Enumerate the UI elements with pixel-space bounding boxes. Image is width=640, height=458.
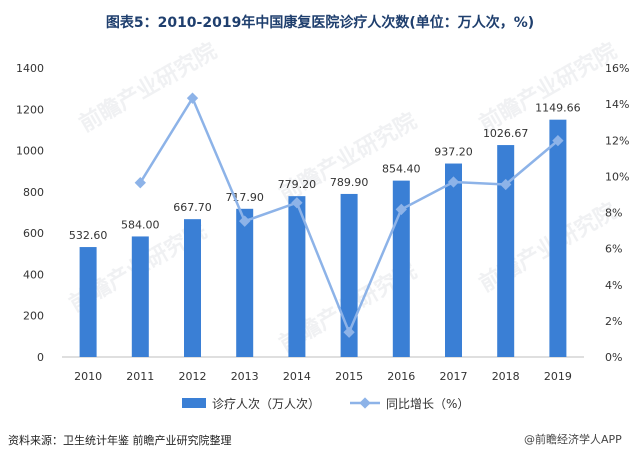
y-tick-label-left: 1200 bbox=[16, 103, 44, 116]
legend-label-bar: 诊疗人次（万人次） bbox=[212, 397, 320, 411]
y-tick-label-left: 800 bbox=[23, 186, 44, 199]
y-tick-label-left: 0 bbox=[37, 351, 44, 364]
y-tick-label-left: 1400 bbox=[16, 62, 44, 75]
x-tick-label: 2017 bbox=[440, 370, 468, 383]
growth-point bbox=[239, 215, 251, 227]
y-tick-label-right: 0% bbox=[605, 351, 622, 364]
legend-label-line: 同比增长（%） bbox=[386, 397, 469, 411]
bar-data-label: 717.90 bbox=[225, 191, 264, 204]
y-tick-label-right: 14% bbox=[605, 98, 629, 111]
bar bbox=[184, 219, 201, 357]
growth-point bbox=[186, 92, 199, 104]
x-tick-label: 2010 bbox=[74, 370, 102, 383]
bar-data-label: 937.20 bbox=[434, 146, 473, 159]
bar bbox=[392, 180, 410, 357]
bar-data-label: 667.70 bbox=[173, 201, 212, 214]
y-tick-label-right: 2% bbox=[605, 315, 622, 328]
y-tick-label-right: 16% bbox=[605, 62, 629, 75]
x-tick-label: 2012 bbox=[179, 370, 207, 383]
bar bbox=[79, 247, 97, 357]
x-tick-label: 2013 bbox=[231, 370, 259, 383]
y-tick-label-left: 600 bbox=[23, 227, 44, 240]
x-tick-label: 2016 bbox=[387, 370, 415, 383]
growth-point bbox=[500, 178, 512, 191]
x-tick-label: 2019 bbox=[544, 370, 572, 383]
bar bbox=[288, 196, 306, 357]
source-note: 资料来源：卫生统计年鉴 前瞻产业研究院整理 bbox=[8, 434, 232, 447]
y-tick-label-right: 12% bbox=[605, 134, 629, 147]
app-badge: @前瞻经济学人APP bbox=[520, 430, 626, 448]
x-tick-label: 2018 bbox=[492, 370, 520, 383]
x-tick-label: 2015 bbox=[335, 370, 363, 383]
bar-data-label: 1026.67 bbox=[483, 127, 529, 140]
y-tick-label-left: 1000 bbox=[16, 145, 44, 158]
bar bbox=[497, 145, 515, 357]
y-tick-label-right: 6% bbox=[605, 243, 622, 256]
bar-data-label: 584.00 bbox=[121, 218, 160, 231]
legend-swatch-bar bbox=[182, 398, 206, 408]
x-tick-label: 2011 bbox=[126, 370, 154, 383]
bar-data-label: 779.20 bbox=[278, 178, 317, 191]
y-tick-label-right: 8% bbox=[605, 207, 622, 220]
bar bbox=[549, 119, 567, 357]
y-tick-label-right: 10% bbox=[605, 170, 629, 183]
chart-title: 图表5：2010-2019年中国康复医院诊疗人次数(单位：万人次，%) bbox=[105, 15, 535, 31]
x-tick-label: 2014 bbox=[283, 370, 311, 383]
growth-point bbox=[395, 203, 407, 216]
legend-marker-line bbox=[359, 397, 371, 409]
bar-data-label: 532.60 bbox=[69, 229, 108, 242]
y-tick-label-left: 200 bbox=[23, 310, 44, 323]
growth-point bbox=[134, 177, 146, 189]
growth-point bbox=[447, 176, 460, 188]
bar bbox=[340, 193, 358, 357]
growth-point bbox=[552, 134, 564, 147]
bar-data-label: 789.90 bbox=[330, 176, 369, 189]
bar bbox=[445, 163, 462, 357]
bar-data-label: 854.40 bbox=[382, 163, 421, 176]
bar bbox=[236, 208, 254, 357]
bar bbox=[131, 236, 149, 357]
y-tick-label-right: 4% bbox=[605, 279, 622, 292]
growth-point bbox=[291, 197, 303, 209]
bar-data-label: 1149.66 bbox=[535, 102, 581, 115]
y-tick-label-left: 400 bbox=[23, 268, 44, 281]
growth-point bbox=[343, 326, 355, 338]
